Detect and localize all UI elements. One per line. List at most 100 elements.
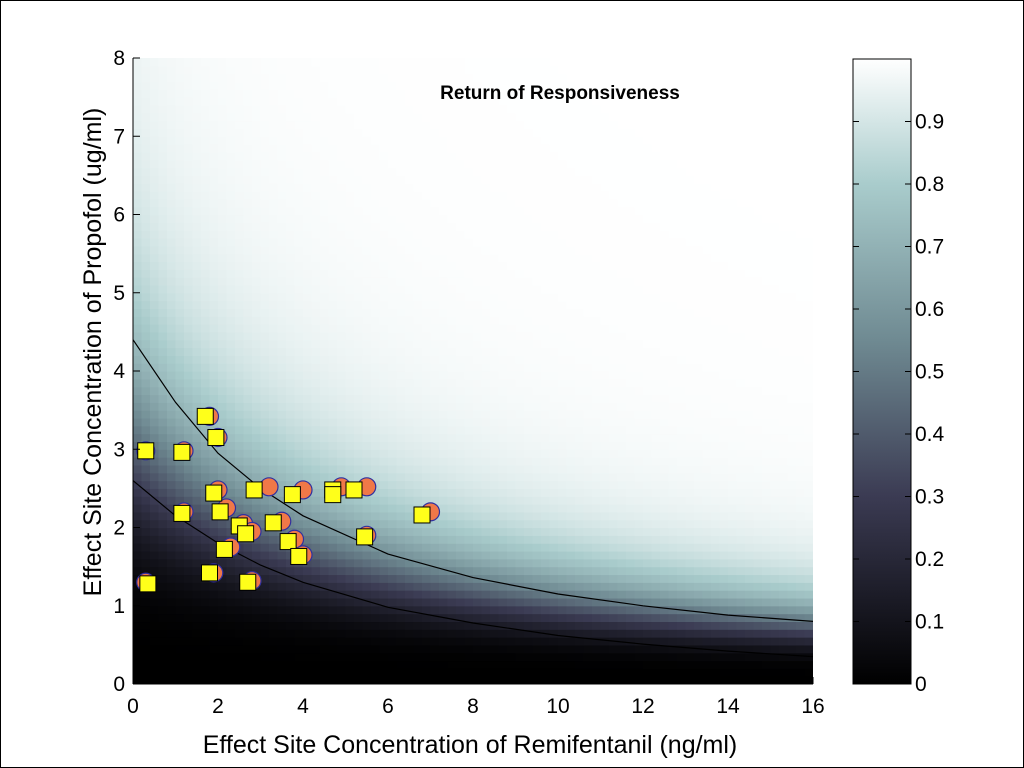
heatmap-cell: [277, 316, 287, 325]
heatmap-cell: [362, 402, 372, 411]
heatmap-cell: [558, 237, 568, 247]
heatmap-cell: [515, 324, 525, 333]
heatmap-cell: [413, 597, 423, 607]
heatmap-cell: [439, 433, 449, 443]
heatmap-cell: [422, 89, 432, 98]
heatmap-cell: [345, 261, 355, 270]
heatmap-cell: [413, 261, 423, 270]
heatmap-cell: [345, 394, 355, 403]
heatmap-cell: [337, 237, 347, 247]
heatmap-cell: [243, 347, 253, 356]
heatmap-cell: [362, 378, 372, 388]
heatmap-cell: [158, 668, 168, 677]
heatmap-cell: [498, 574, 508, 583]
heatmap-cell: [524, 519, 534, 529]
heatmap-cell: [192, 347, 202, 356]
heatmap-cell: [617, 543, 627, 552]
heatmap-cell: [473, 504, 483, 513]
heatmap-cell: [634, 629, 644, 638]
heatmap-cell: [498, 73, 508, 83]
heatmap-cell: [515, 425, 525, 435]
heatmap-cell: [167, 590, 177, 599]
heatmap-cell: [320, 519, 330, 529]
heatmap-cell: [328, 574, 338, 583]
heatmap-cell: [269, 324, 279, 333]
heatmap-cell: [447, 566, 457, 576]
heatmap-cell: [447, 97, 457, 106]
heatmap-cell: [277, 65, 287, 75]
heatmap-cell: [201, 535, 211, 544]
heatmap-cell: [413, 371, 423, 380]
heatmap-cell: [379, 605, 389, 615]
heatmap-cell: [337, 230, 347, 239]
heatmap-cell: [294, 637, 304, 646]
heatmap-cell: [260, 183, 270, 192]
heatmap-cell: [532, 605, 542, 615]
heatmap-cell: [524, 511, 534, 521]
heatmap-cell: [201, 668, 211, 677]
heatmap-cell: [405, 347, 415, 356]
heatmap-cell: [575, 417, 585, 427]
heatmap-cell: [328, 644, 338, 654]
heatmap-cell: [430, 629, 440, 638]
heatmap-cell: [643, 245, 653, 255]
heatmap-cell: [320, 504, 330, 513]
heatmap-cell: [566, 425, 576, 435]
heatmap-cell: [235, 159, 245, 169]
heatmap-cell: [447, 378, 457, 388]
heatmap-cell: [643, 504, 653, 513]
heatmap-cell: [583, 159, 593, 169]
heatmap-cell: [286, 104, 296, 114]
heatmap-cell: [243, 284, 253, 294]
heatmap-cell: [447, 449, 457, 458]
heatmap-cell: [277, 151, 287, 161]
heatmap-cell: [345, 425, 355, 435]
heatmap-cell: [490, 339, 500, 349]
heatmap-cell: [286, 339, 296, 349]
heatmap-cell: [150, 284, 160, 294]
heatmap-cell: [235, 558, 245, 568]
heatmap-cell: [269, 378, 279, 388]
heatmap-cell: [311, 81, 321, 90]
heatmap-cell: [413, 550, 423, 560]
heatmap-cell: [507, 668, 517, 677]
heatmap-cell: [566, 230, 576, 239]
heatmap-cell: [269, 417, 279, 427]
heatmap-cell: [209, 644, 219, 654]
heatmap-cell: [235, 73, 245, 83]
heatmap-cell: [660, 417, 670, 427]
heatmap-cell: [643, 527, 653, 536]
heatmap-cell: [430, 308, 440, 317]
heatmap-cell: [651, 222, 661, 231]
heatmap-cell: [260, 89, 270, 98]
heatmap-cell: [201, 511, 211, 521]
heatmap-cell: [192, 652, 202, 662]
heatmap-cell: [269, 582, 279, 591]
heatmap-cell: [252, 425, 262, 435]
heatmap-cell: [405, 558, 415, 568]
heatmap-cell: [405, 355, 415, 364]
heatmap-cell: [549, 558, 559, 568]
heatmap-cell: [303, 183, 313, 192]
heatmap-cell: [337, 433, 347, 443]
heatmap-cell: [481, 425, 491, 435]
heatmap-cell: [286, 355, 296, 364]
heatmap-cell: [167, 402, 177, 411]
heatmap-cell: [141, 386, 151, 396]
heatmap-cell: [260, 590, 270, 599]
heatmap-cell: [490, 668, 500, 677]
heatmap-cell: [320, 191, 330, 200]
heatmap-cell: [422, 527, 432, 536]
heatmap-cell: [396, 394, 406, 403]
heatmap-cell: [201, 637, 211, 646]
heatmap-cell: [235, 58, 245, 67]
heatmap-cell: [456, 206, 466, 216]
heatmap-cell: [626, 496, 636, 505]
heatmap-cell: [490, 253, 500, 263]
heatmap-cell: [464, 558, 474, 568]
heatmap-cell: [337, 629, 347, 638]
heatmap-cell: [150, 65, 160, 75]
heatmap-cell: [396, 371, 406, 380]
heatmap-cell: [609, 644, 619, 654]
heatmap-cell: [396, 73, 406, 83]
